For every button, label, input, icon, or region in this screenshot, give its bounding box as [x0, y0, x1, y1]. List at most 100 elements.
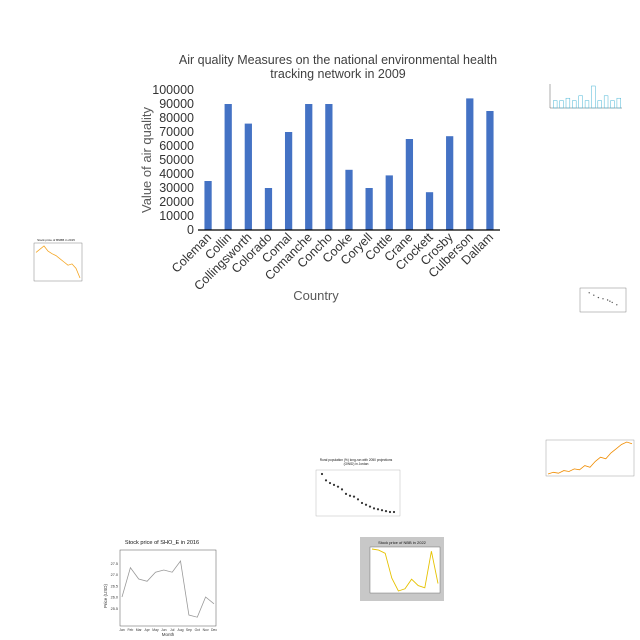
bar-crockett — [425, 192, 434, 230]
y-tick-label: 20000 — [159, 195, 194, 209]
thumbnail-x-tick: Feb — [127, 628, 133, 632]
thumbnail-orange-line-right — [536, 432, 638, 484]
thumbnail-x-tick: Nov — [203, 628, 209, 632]
thumbnail-point — [606, 299, 609, 301]
thumbnail-dot — [376, 508, 380, 511]
thumbnail-bar — [565, 97, 571, 109]
thumbnail-plot — [579, 287, 627, 313]
y-tick-label: 60000 — [159, 139, 194, 153]
thumbnail-x-tick: Jun — [161, 628, 167, 632]
thumbnail-y-tick: 25.5 — [111, 607, 118, 611]
thumbnail-bar — [584, 100, 590, 109]
thumbnail-plot — [33, 242, 83, 282]
thumbnail-dot — [320, 472, 324, 476]
thumbnail-point — [616, 304, 618, 306]
thumbnail-dot — [324, 479, 328, 482]
y-tick-label: 10000 — [159, 209, 194, 223]
thumbnail-x-tick: Apr — [144, 628, 150, 632]
thumbnail-dot — [356, 498, 360, 501]
y-tick-label: 90000 — [159, 97, 194, 111]
thumbnail-dot — [332, 483, 336, 486]
thumbnail-dot — [372, 507, 376, 510]
y-tick-label: 70000 — [159, 125, 194, 139]
thumbnail-dot — [388, 510, 392, 514]
thumbnail-bar — [603, 95, 609, 109]
x-axis-ticks: ColemanCollinCollingsworthColoradoComalC… — [169, 230, 496, 293]
thumbnail-point — [593, 294, 595, 296]
thumbnail-dot — [384, 509, 388, 513]
thumbnail-rural-population: Rural population (%) long-run with 2050 … — [308, 456, 404, 526]
thumbnail-bar — [559, 100, 564, 109]
bar-collingsworth — [244, 123, 252, 230]
thumbnail-x-tick: Aug — [178, 628, 184, 632]
thumbnail-x-tick: May — [152, 628, 159, 632]
bar-cooke — [345, 169, 353, 230]
thumbnail-y-tick: 26.5 — [111, 584, 118, 588]
thumbnail-plot — [549, 84, 622, 109]
thumbnail-bar — [578, 95, 583, 109]
thumbnail-plot — [315, 469, 401, 517]
thumbnail-y-tick: 27.0 — [111, 573, 118, 577]
thumbnail-point — [602, 298, 604, 300]
thumbnail-dot — [380, 509, 384, 512]
thumbnail-point — [588, 292, 590, 294]
bars-group — [204, 98, 494, 231]
thumbnail-x-tick: Jan — [119, 628, 125, 632]
thumbnail-title: Stock price of NBB in 2022 — [378, 540, 426, 545]
thumbnail-dot — [352, 495, 356, 498]
thumbnail-point — [611, 301, 613, 304]
thumbnail-dot — [348, 494, 352, 497]
thumbnail-x-tick: Dec — [211, 628, 217, 632]
thumbnail-bar — [572, 100, 577, 109]
thumbnail-dot — [340, 488, 344, 491]
thumbnail-bar — [591, 85, 596, 109]
thumbnail-dot — [392, 510, 396, 514]
thumbnail-y-tick: 26.0 — [111, 596, 118, 600]
bar-dallam — [486, 111, 494, 230]
chart-title-line-2: tracking network in 2009 — [270, 67, 406, 81]
bar-comal — [284, 132, 293, 230]
thumbnail-title: Stock price of SHO_E in 2016 — [124, 540, 200, 546]
thumbnail-plot: Price (USD) Month 25.5 26.0 26.5 27.0 27.5 J… — [103, 549, 217, 637]
thumbnail-bar-chart-top-right — [540, 78, 626, 128]
thumbnail-dot — [360, 501, 364, 505]
thumbnail-point — [609, 300, 611, 302]
y-tick-label: 30000 — [159, 181, 194, 195]
thumbnail-dot — [364, 503, 368, 506]
thumbnail-dot — [368, 505, 372, 508]
bar-concho — [325, 104, 333, 230]
thumbnail-bar — [616, 97, 621, 109]
chart-title-line-1: Air quality Measures on the national env… — [179, 53, 497, 67]
thumbnail-x-tick: Jul — [170, 628, 175, 632]
bar-crane — [405, 139, 414, 230]
bar-coleman — [204, 181, 212, 230]
bar-coryell — [365, 188, 373, 230]
y-tick-label: 0 — [187, 223, 194, 237]
thumbnail-y-tick: 27.5 — [111, 562, 118, 566]
thumbnail-bar — [610, 100, 615, 109]
bar-colorado — [264, 188, 273, 230]
thumbnail-orange-stock-left: Stock price of BNBB in 2015 — [26, 238, 86, 290]
y-axis-label: Value of air quality — [139, 107, 154, 213]
thumbnail-point — [597, 296, 600, 299]
bar-collin — [224, 104, 232, 230]
thumbnail-xlabel: Month — [162, 632, 175, 637]
thumbnail-stock-2022: Stock price of NBB in 2022 — [360, 537, 444, 601]
thumbnail-x-tick: Mar — [136, 628, 143, 632]
bar-cottle — [385, 175, 393, 230]
thumbnail-dot — [344, 492, 348, 496]
thumbnail-dot — [336, 485, 340, 488]
thumbnail-ylabel: Price (USD) — [103, 584, 108, 609]
thumbnail-plot — [369, 546, 441, 594]
thumbnail-stock-2016: Stock price of SHO_E in 2016 Price (USD)… — [100, 538, 224, 638]
bar-crosby — [446, 136, 454, 230]
y-tick-label: 100000 — [152, 83, 194, 97]
thumbnail-bar — [597, 100, 602, 109]
thumbnail-title: Stock price of BNBB in 2015 — [37, 238, 75, 242]
thumbnail-dot — [328, 481, 332, 485]
bar-comanche — [305, 104, 313, 230]
thumbnail-x-tick: Oct — [195, 628, 200, 632]
y-tick-label: 80000 — [159, 111, 194, 125]
thumbnail-x-tick: Sep — [186, 628, 192, 632]
